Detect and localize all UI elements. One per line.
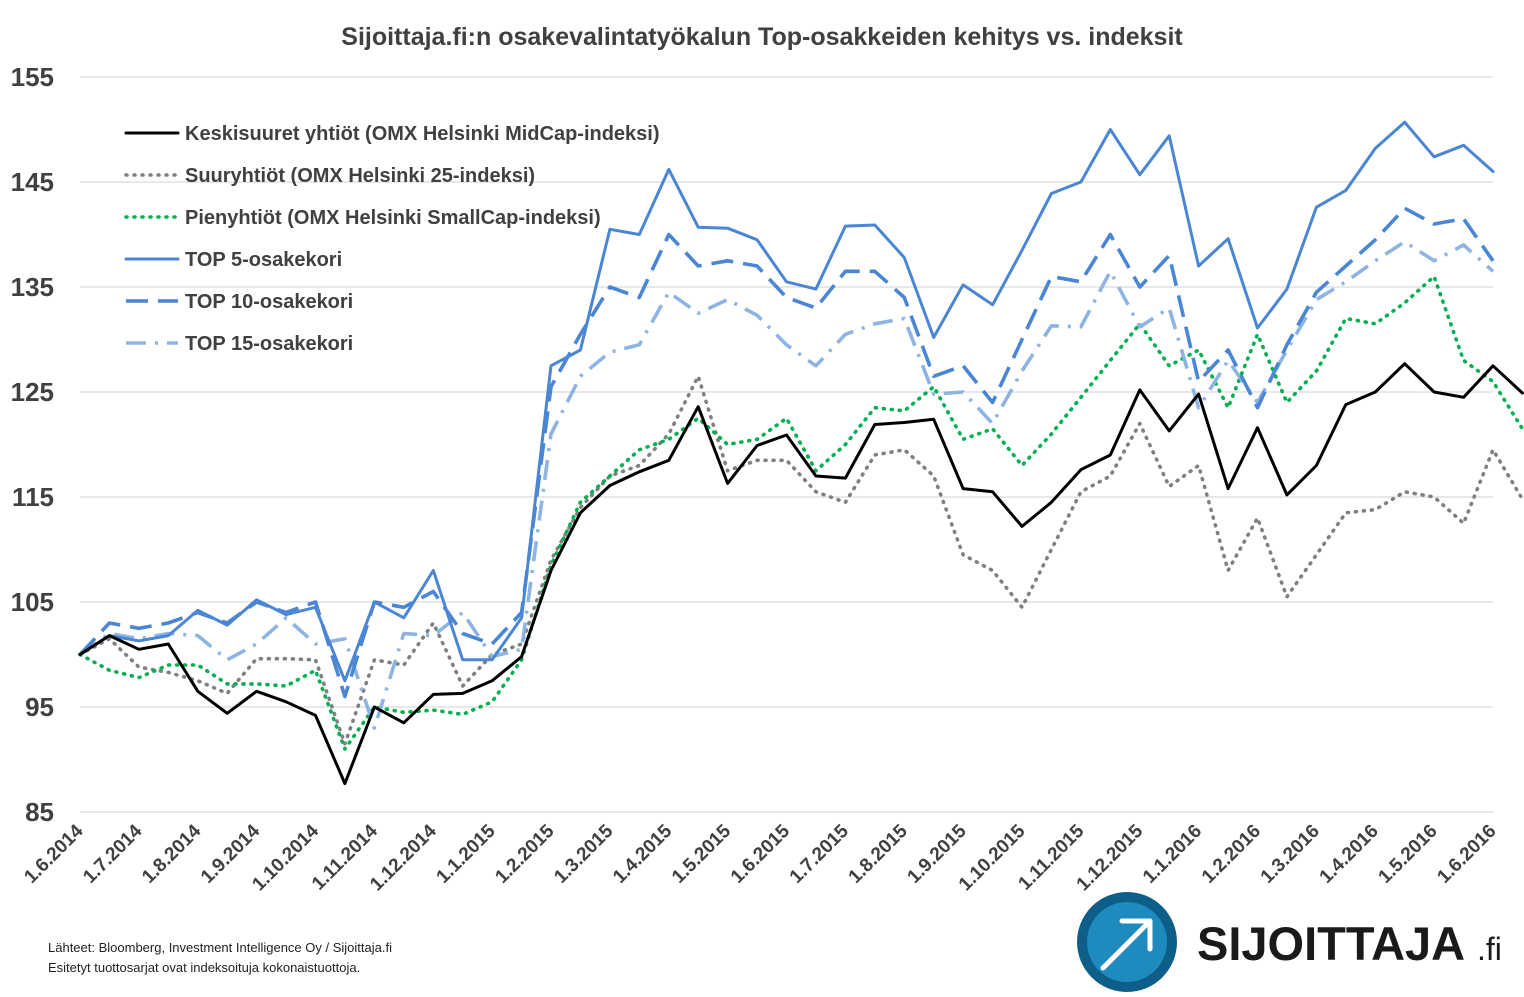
series-lines xyxy=(78,120,1524,786)
y-tick-label: 145 xyxy=(11,167,54,197)
y-tick-label: 105 xyxy=(11,587,54,617)
logo: SIJOITTAJA .fi xyxy=(1077,892,1502,992)
x-tick-label: 1.2.2015 xyxy=(491,820,558,887)
chart-title: Sijoittaja.fi:n osakevalintatyökalun Top… xyxy=(341,23,1183,51)
series-line-6 xyxy=(78,240,1495,730)
x-tick-label: 1.2.2016 xyxy=(1198,821,1265,888)
x-tick-label: 1.6.2016 xyxy=(1433,821,1500,888)
series-line-2 xyxy=(78,374,1524,746)
x-tick-label: 1.8.2015 xyxy=(845,820,912,887)
x-tick-label: 1.7.2015 xyxy=(786,820,853,887)
x-tick-label: 1.6.2015 xyxy=(727,820,794,887)
legend-label: Keskisuuret yhtiöt (OMX Helsinki MidCap-… xyxy=(185,123,660,145)
grid xyxy=(80,76,1493,813)
series-line-4 xyxy=(78,120,1495,683)
legend-label: TOP 10-osakekori xyxy=(185,291,353,313)
legend-label: Pienyhtiöt (OMX Helsinki SmallCap-indeks… xyxy=(185,207,601,229)
source-note-1: Lähteet: Bloomberg, Investment Intellige… xyxy=(48,940,392,955)
x-tick-label: 1.4.2016 xyxy=(1316,821,1383,888)
series-line-1 xyxy=(78,362,1524,786)
x-tick-label: 1.5.2015 xyxy=(668,820,735,887)
x-tick-label: 1.3.2016 xyxy=(1257,821,1324,888)
legend-label: TOP 5-osakekori xyxy=(185,249,342,271)
x-tick-label: 1.3.2015 xyxy=(550,820,617,887)
y-tick-label: 125 xyxy=(11,377,54,407)
x-tick-label: 1.7.2014 xyxy=(79,820,146,887)
x-tick-label: 1.1.2016 xyxy=(1139,821,1206,888)
series-line-3 xyxy=(78,274,1524,751)
series-line-5 xyxy=(78,206,1495,699)
y-tick-label: 85 xyxy=(25,797,54,827)
y-tick-label: 155 xyxy=(11,62,54,92)
arrow-up-right-icon xyxy=(1100,918,1153,971)
x-tick-label: 1.6.2014 xyxy=(20,820,87,887)
logo-wordmark: SIJOITTAJA xyxy=(1197,917,1465,970)
logo-suffix: .fi xyxy=(1477,931,1502,967)
x-tick-label: 1.1.2015 xyxy=(433,820,500,887)
x-axis-ticks: 1.6.20141.7.20141.8.20141.9.20141.10.201… xyxy=(20,820,1500,895)
y-tick-label: 95 xyxy=(25,692,54,722)
source-note-2: Esitetyt tuottosarjat ovat indeksoituja … xyxy=(48,960,361,975)
x-tick-label: 1.4.2015 xyxy=(609,820,676,887)
x-tick-label: 1.8.2014 xyxy=(138,820,205,887)
y-tick-label: 135 xyxy=(11,272,54,302)
x-tick-label: 1.5.2016 xyxy=(1375,821,1442,888)
legend-label: TOP 15-osakekori xyxy=(185,333,353,355)
y-axis-ticks: 85 95 105 115 125 135 145 155 xyxy=(11,62,54,827)
legend-label: Suuryhtiöt (OMX Helsinki 25-indeksi) xyxy=(185,165,535,187)
legend: Keskisuuret yhtiöt (OMX Helsinki MidCap-… xyxy=(124,123,660,355)
y-tick-label: 115 xyxy=(12,482,54,512)
